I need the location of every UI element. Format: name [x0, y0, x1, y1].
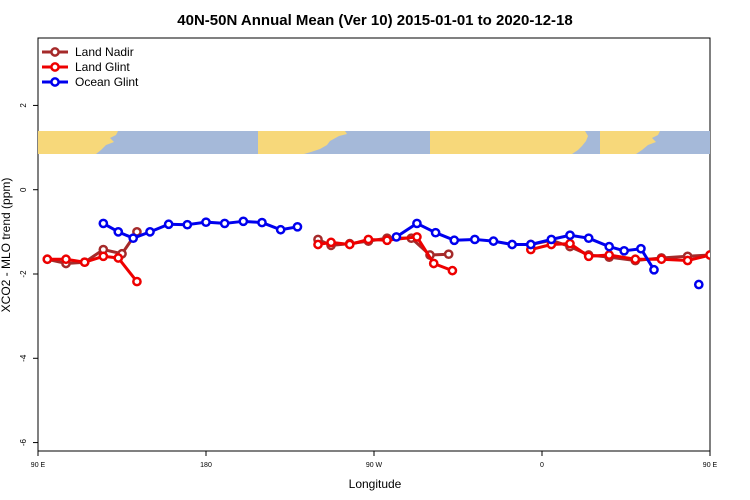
y-tick-label: -6	[19, 438, 28, 446]
y-axis-label: XCO2 - MLO trend (ppm)	[0, 178, 13, 313]
data-point-land-glint	[113, 253, 124, 263]
x-tick-label: 90 W	[366, 462, 383, 469]
x-tick-label: 0	[540, 462, 544, 469]
data-point-land-glint	[428, 258, 439, 269]
x-tick-label: 90 E	[703, 462, 718, 469]
data-point-land-glint	[656, 254, 667, 265]
data-point-ocean-glint	[636, 243, 646, 254]
series-layer	[42, 216, 736, 290]
data-point-ocean-glint	[292, 221, 303, 232]
data-point-land-glint	[363, 234, 374, 245]
data-point-land-glint	[682, 255, 693, 266]
legend-marker	[50, 77, 60, 87]
series-line-land-glint	[47, 254, 139, 283]
map-land-ireland	[436, 138, 442, 143]
data-point-land-glint	[630, 254, 641, 265]
data-point-ocean-glint	[693, 279, 704, 290]
series-land-glint	[42, 232, 736, 287]
legend-item-land-glint: Land Glint	[42, 60, 130, 74]
data-point-ocean-glint	[604, 241, 615, 252]
data-point-land-glint	[132, 276, 142, 287]
data-point-ocean-glint	[98, 218, 109, 229]
data-point-ocean-glint	[113, 227, 124, 237]
data-point-land-glint	[565, 238, 575, 249]
data-point-land-glint	[382, 235, 392, 246]
data-point-land-glint	[447, 265, 458, 276]
x-tick-label: 90 E	[31, 462, 46, 469]
data-point-ocean-glint	[257, 217, 267, 228]
legend-item-ocean-glint: Ocean Glint	[42, 75, 139, 89]
data-point-ocean-glint	[412, 218, 422, 229]
data-point-land-glint	[326, 237, 336, 248]
data-point-ocean-glint	[469, 234, 480, 245]
data-point-ocean-glint	[583, 233, 594, 244]
data-point-ocean-glint	[163, 219, 174, 230]
data-point-land-glint	[98, 251, 109, 262]
data-point-ocean-glint	[275, 224, 286, 235]
data-point-ocean-glint	[488, 236, 499, 246]
data-point-ocean-glint	[449, 235, 460, 246]
y-tick-label: -4	[19, 354, 28, 362]
data-point-ocean-glint	[430, 227, 441, 238]
legend-label: Land Nadir	[75, 45, 134, 59]
data-point-ocean-glint	[128, 233, 139, 244]
data-point-ocean-glint	[619, 245, 629, 256]
map-land-europe	[430, 131, 588, 154]
data-point-ocean-glint	[391, 232, 402, 242]
x-axis-label: Longitude	[349, 477, 402, 491]
x-tick-label: 180	[200, 462, 212, 469]
legend-label: Land Glint	[75, 60, 130, 74]
map-land-asia-east	[600, 131, 660, 154]
chart-title: 40N-50N Annual Mean (Ver 10) 2015-01-01 …	[177, 12, 572, 29]
data-point-land-glint	[42, 254, 53, 265]
data-point-land-glint	[583, 251, 594, 262]
map-land-asia	[38, 131, 118, 154]
map-land-north-america	[258, 131, 347, 154]
legend-marker	[50, 47, 60, 57]
data-point-land-glint	[79, 257, 90, 268]
data-point-land-nadir	[729, 256, 736, 263]
legend-item-land-nadir: Land Nadir	[42, 45, 134, 59]
data-point-ocean-glint	[565, 230, 575, 241]
data-point-land-glint	[344, 239, 355, 250]
data-point-land-glint	[604, 250, 615, 260]
data-point-ocean-glint	[649, 264, 659, 275]
legend-marker	[50, 62, 60, 72]
series-ocean-glint	[98, 216, 704, 290]
data-point-ocean-glint	[238, 216, 249, 227]
world-map-band	[38, 131, 710, 154]
data-point-ocean-glint	[145, 227, 155, 237]
data-point-land-glint	[313, 239, 323, 250]
map-land	[38, 131, 660, 154]
legend-label: Ocean Glint	[75, 75, 139, 89]
data-point-land-glint	[412, 232, 422, 242]
y-tick-label: 0	[19, 187, 28, 192]
data-point-ocean-glint	[182, 219, 193, 230]
data-point-ocean-glint	[507, 239, 517, 250]
data-point-land-glint	[61, 254, 71, 265]
data-point-land-glint	[705, 250, 710, 260]
data-point-land-nadir	[443, 249, 454, 260]
axes: 90 E 180 90 W 0 90 E 2 0 -2 -4 -6	[19, 103, 718, 469]
data-point-ocean-glint	[525, 239, 536, 250]
data-point-ocean-glint	[546, 234, 557, 245]
y-tick-label: 2	[19, 103, 28, 108]
data-point-land-glint	[729, 254, 736, 261]
data-point-ocean-glint	[219, 218, 230, 229]
y-tick-label: -2	[19, 270, 28, 278]
data-point-ocean-glint	[201, 217, 211, 228]
